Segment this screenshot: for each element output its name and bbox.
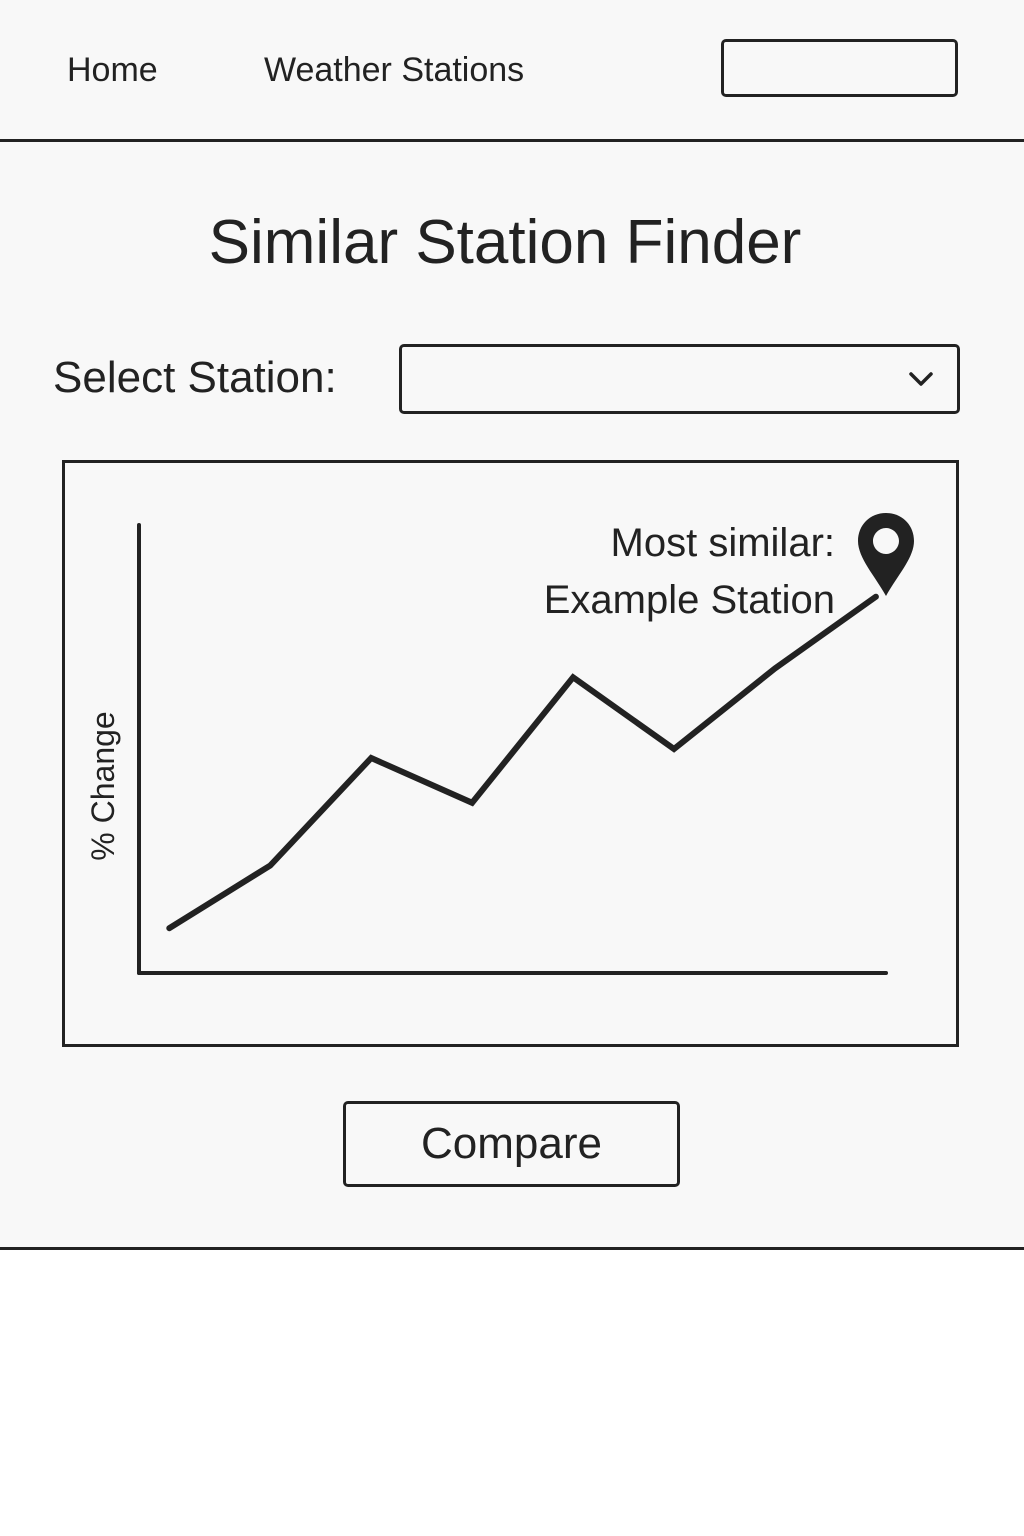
- data-points: [168, 596, 877, 930]
- top-nav: Home Weather Stations: [0, 0, 1024, 142]
- most-similar-station-name: Example Station: [543, 578, 835, 622]
- compare-button[interactable]: Compare: [343, 1101, 680, 1187]
- chevron-down-icon: [909, 372, 933, 386]
- select-station-label: Select Station:: [53, 353, 337, 402]
- nav-link-home[interactable]: Home: [67, 51, 158, 89]
- y-axis-label: % Change: [85, 711, 121, 861]
- nav-search-box[interactable]: [721, 39, 958, 97]
- nav-link-weather-stations[interactable]: Weather Stations: [264, 51, 525, 89]
- page-title: Similar Station Finder: [208, 208, 802, 277]
- bottom-divider: [0, 1247, 1024, 1250]
- map-pin-icon: [858, 513, 914, 596]
- series-line: [166, 593, 879, 932]
- most-similar-label: Most similar:: [610, 521, 835, 565]
- app-frame: Home Weather Stations Similar Station Fi…: [0, 0, 1024, 1250]
- station-select[interactable]: [399, 344, 960, 414]
- chart-panel: [62, 460, 959, 1047]
- similarity-chart: [137, 523, 888, 975]
